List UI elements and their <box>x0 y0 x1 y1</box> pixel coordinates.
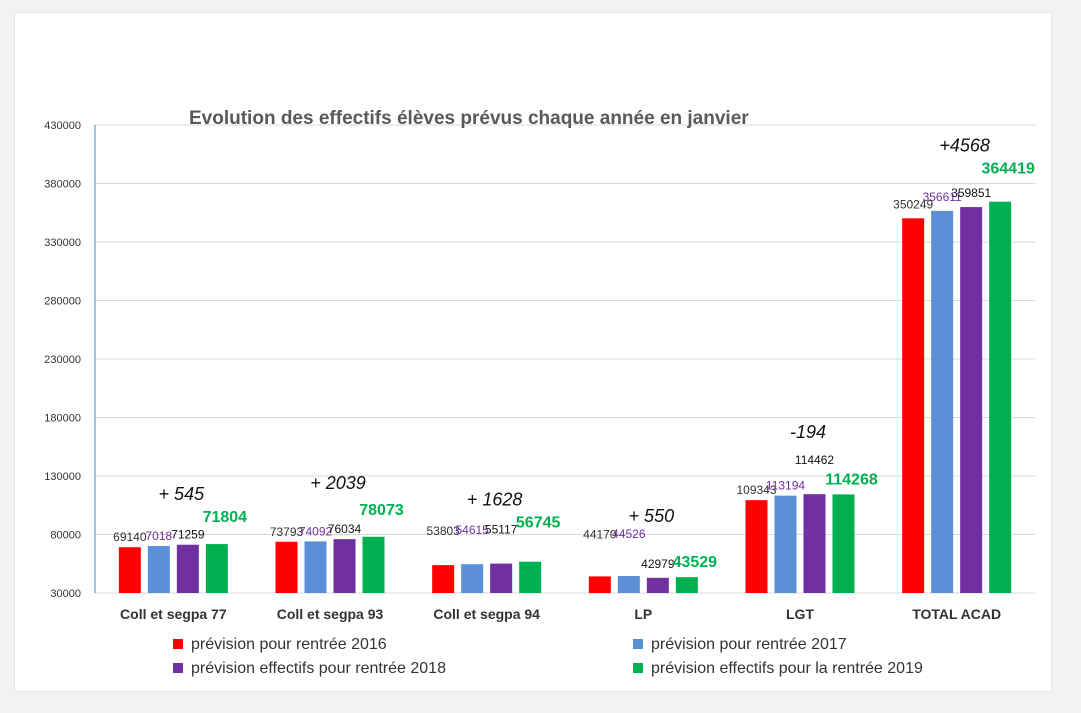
category-label: LGT <box>786 606 814 622</box>
data-label: 54615 <box>455 523 489 537</box>
bar <box>832 494 855 593</box>
bar <box>774 495 797 593</box>
y-axis: 30000 80000 130000 180000 230000 280000 330000… <box>44 120 96 600</box>
y-tick-label: 130000 <box>44 471 81 483</box>
legend-label: prévision pour rentrée 2017 <box>651 636 847 653</box>
data-label: 71259 <box>171 528 205 542</box>
difference-annotation: + 545 <box>159 484 206 504</box>
data-label: 56745 <box>516 515 561 532</box>
bar <box>588 576 611 593</box>
bar <box>902 218 925 594</box>
data-label: 78073 <box>359 502 404 519</box>
chart-title: Evolution des effectifs élèves prévus ch… <box>189 108 749 129</box>
bar <box>989 201 1012 593</box>
y-tick-label: 180000 <box>44 413 81 425</box>
legend-label: prévision pour rentrée 2016 <box>191 636 387 653</box>
y-tick-label: 230000 <box>44 354 81 366</box>
data-label: 74092 <box>299 524 333 538</box>
data-label: 359851 <box>951 186 991 200</box>
y-tick-label: 330000 <box>44 237 81 249</box>
legend-swatch <box>633 663 643 673</box>
data-label: 43529 <box>673 554 718 571</box>
data-label: 44170 <box>583 527 617 541</box>
bar <box>461 564 484 593</box>
bar <box>617 576 640 593</box>
bar <box>118 547 141 593</box>
data-label: 7018 <box>145 529 172 543</box>
bar <box>176 544 199 593</box>
legend-swatch <box>173 663 183 673</box>
data-label: 350249 <box>893 197 933 211</box>
difference-annotation: + 1628 <box>467 490 523 510</box>
chart-frame: 30000 80000 130000 180000 230000 280000 330000… <box>14 12 1052 692</box>
data-label: 113194 <box>766 479 805 493</box>
data-label: 73793 <box>270 525 304 539</box>
category-label: TOTAL ACAD <box>912 606 1001 622</box>
data-label: 53803 <box>426 524 460 538</box>
difference-annotation: + 2039 <box>310 473 366 493</box>
data-label: 42979 <box>641 557 675 571</box>
legend-label: prévision effectifs pour la rentrée 2019 <box>651 660 923 677</box>
y-tick-label: 80000 <box>50 530 81 542</box>
data-label: 55117 <box>485 523 518 537</box>
bar <box>205 544 228 593</box>
bar-chart: 30000 80000 130000 180000 230000 280000 330000… <box>44 108 1035 677</box>
bar <box>803 494 826 593</box>
difference-annotation: + 550 <box>629 506 675 526</box>
data-label: 114462 <box>795 453 834 467</box>
category-label: Coll et segpa 77 <box>120 606 227 622</box>
data-label: 114268 <box>825 471 878 488</box>
difference-annotation: +4568 <box>939 136 990 156</box>
data-label: 69140 <box>113 530 147 544</box>
legend: prévision pour rentrée 2016 prévision pou… <box>173 636 923 677</box>
y-tick-label: 380000 <box>44 179 81 191</box>
category-label: Coll et segpa 94 <box>433 606 540 622</box>
difference-annotations: + 545 + 2039 + 1628 + 550 -194 +4568 <box>159 136 990 526</box>
bars <box>118 201 1012 594</box>
legend-swatch <box>633 639 643 649</box>
gridlines <box>95 124 1035 594</box>
difference-annotation: -194 <box>790 422 826 442</box>
bar <box>490 563 513 593</box>
data-label: 109343 <box>736 483 776 497</box>
bar <box>931 210 954 594</box>
data-label: 44526 <box>612 527 646 541</box>
legend-label: prévision effectifs pour rentrée 2018 <box>191 660 446 677</box>
bar <box>646 577 669 593</box>
data-label: 76034 <box>328 522 362 536</box>
bar <box>675 577 698 593</box>
bar <box>304 541 327 593</box>
bar <box>275 541 298 593</box>
x-axis-categories: Coll et segpa 77 Coll et segpa 93 Coll et … <box>120 606 1001 622</box>
category-label: Coll et segpa 93 <box>277 606 384 622</box>
bar <box>362 536 385 593</box>
bar <box>147 545 170 593</box>
bar <box>432 565 455 593</box>
y-tick-label: 30000 <box>50 588 81 600</box>
y-tick-label: 430000 <box>44 120 81 132</box>
bar <box>333 539 356 593</box>
bar <box>960 207 983 593</box>
bar <box>745 500 768 593</box>
legend-swatch <box>173 639 183 649</box>
bar <box>519 561 542 593</box>
data-label: 356611 <box>923 190 962 204</box>
category-label: LP <box>634 606 652 622</box>
data-label: 71804 <box>203 509 248 526</box>
y-tick-label: 280000 <box>44 296 81 308</box>
data-label: 364419 <box>981 161 1034 178</box>
